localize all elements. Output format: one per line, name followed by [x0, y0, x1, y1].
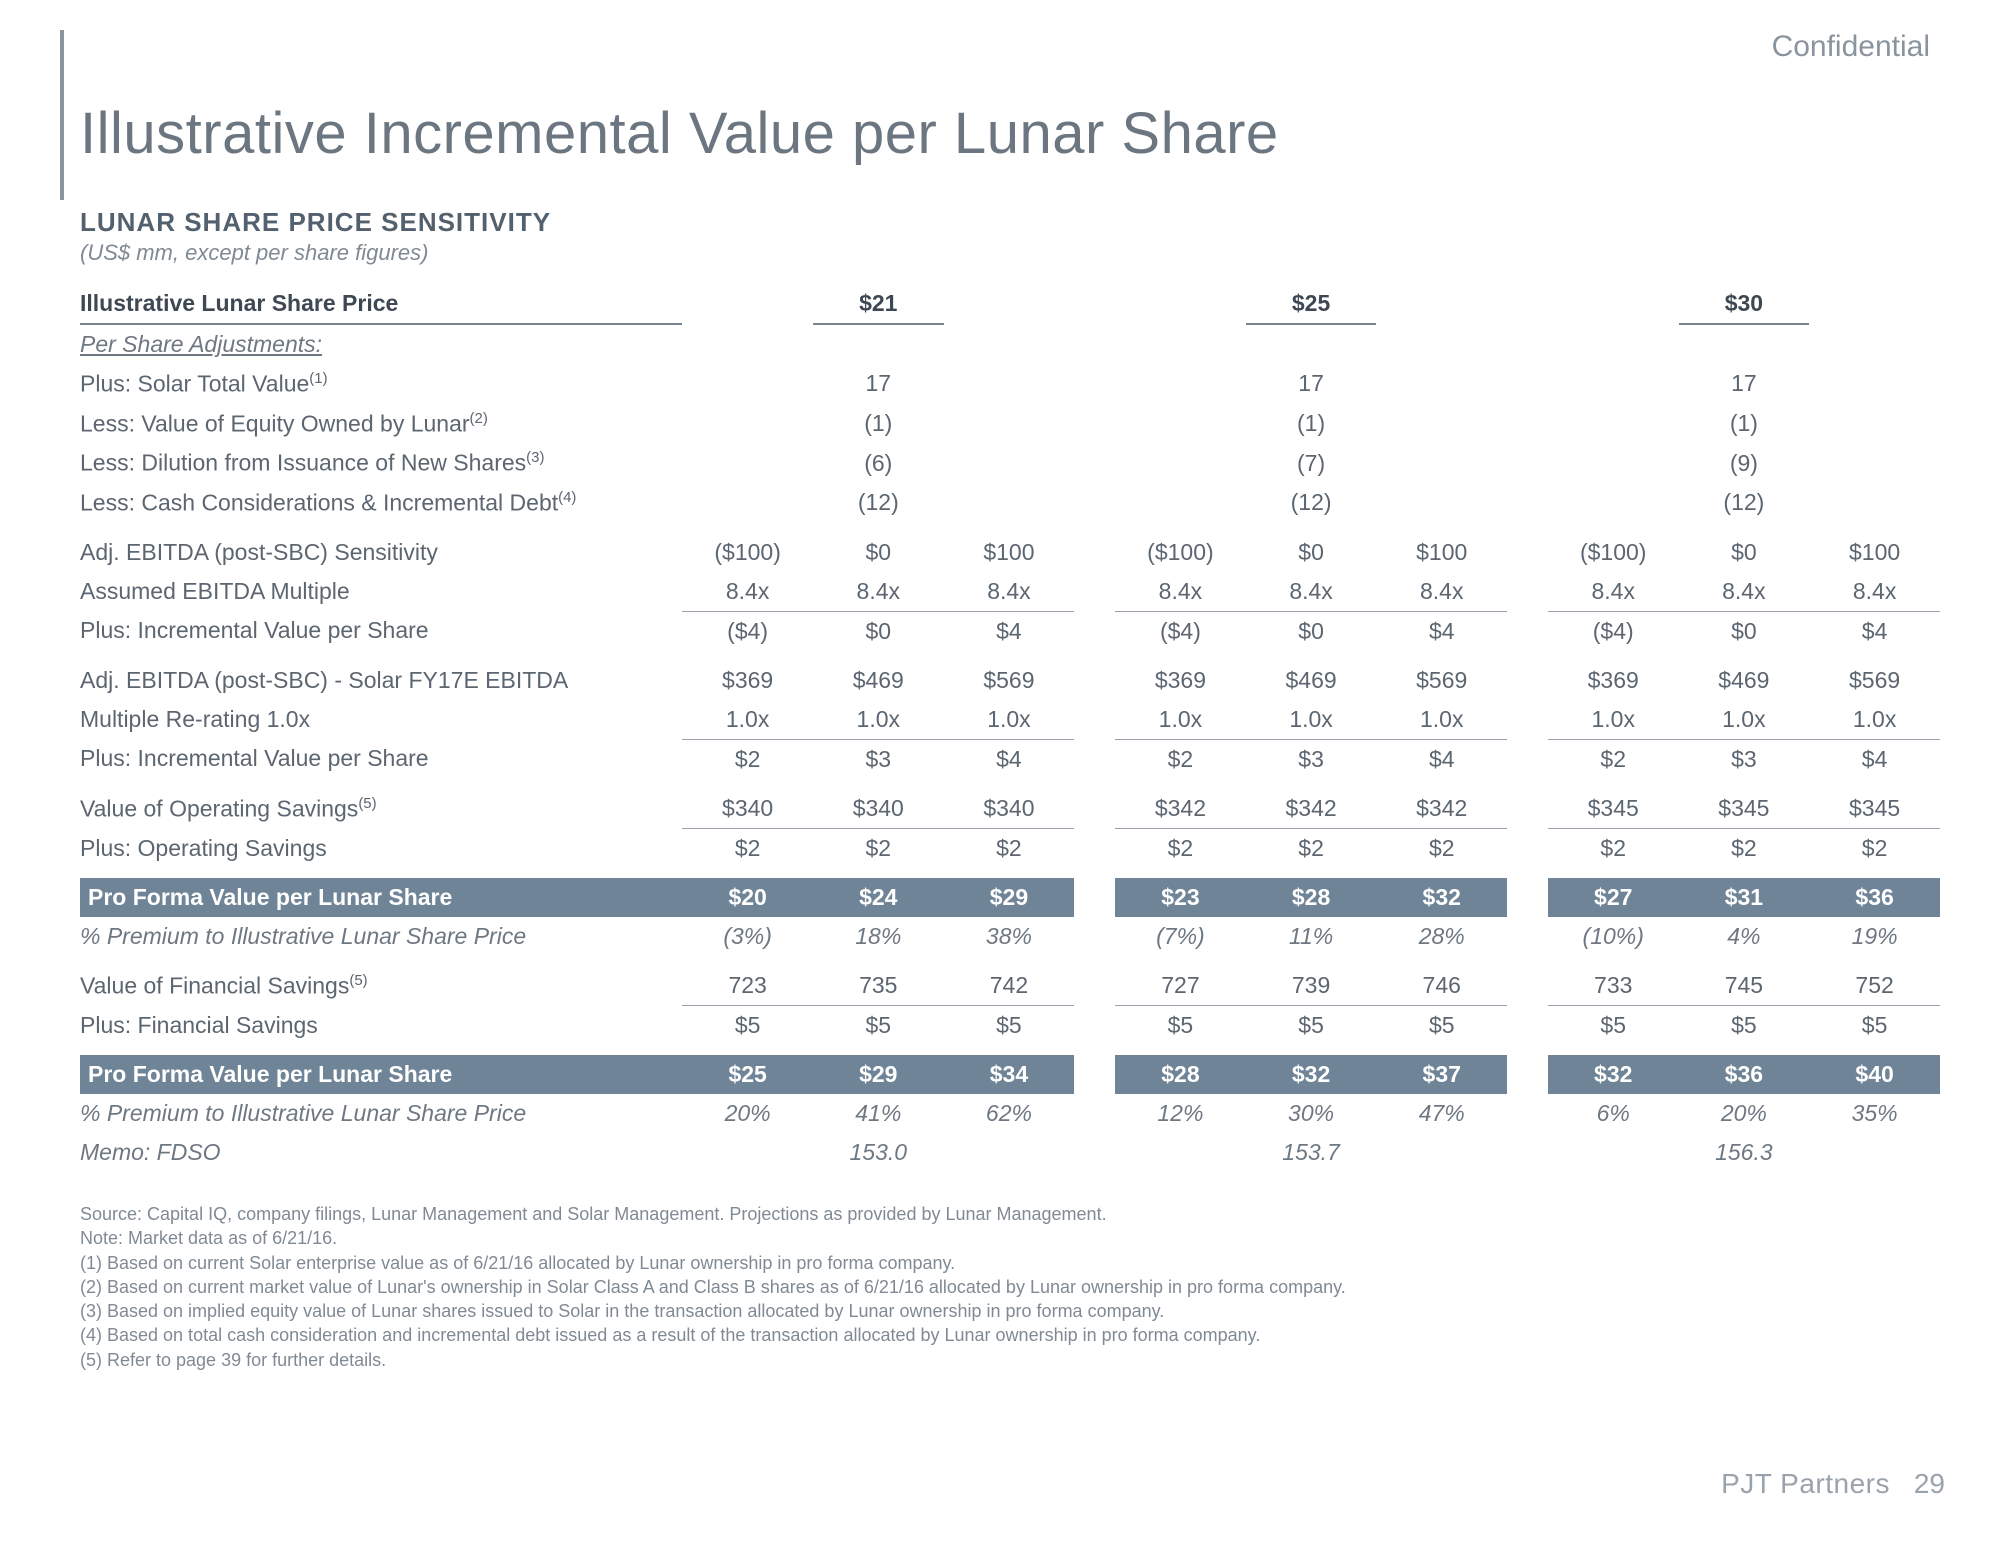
header-col: $30 — [1679, 284, 1810, 324]
footnote-line: (3) Based on implied equity value of Lun… — [80, 1299, 1940, 1323]
table-row: Plus: Financial Savings $5$5$5 $5$5$5 $5… — [80, 1005, 1940, 1045]
confidential-tag: Confidential — [1772, 30, 1930, 64]
header-col: $25 — [1246, 284, 1377, 324]
page-title: Illustrative Incremental Value per Lunar… — [80, 100, 1940, 167]
footnote-line: Source: Capital IQ, company filings, Lun… — [80, 1202, 1940, 1226]
footnote-line: (1) Based on current Solar enterprise va… — [80, 1251, 1940, 1275]
table-row: Less: Cash Considerations & Incremental … — [80, 483, 1940, 523]
table-row-proforma: Pro Forma Value per Lunar Share $20$24$2… — [80, 878, 1940, 917]
table-row: Assumed EBITDA Multiple 8.4x8.4x8.4x 8.4… — [80, 572, 1940, 612]
accent-rule — [60, 30, 64, 200]
table-row: Multiple Re-rating 1.0x 1.0x1.0x1.0x 1.0… — [80, 700, 1940, 740]
footnote-line: Note: Market data as of 6/21/16. — [80, 1226, 1940, 1250]
table-row: Adj. EBITDA (post-SBC) Sensitivity ($100… — [80, 533, 1940, 572]
header-col: $21 — [813, 284, 944, 324]
table-row-proforma: Pro Forma Value per Lunar Share $25$29$3… — [80, 1055, 1940, 1094]
table-row: Less: Dilution from Issuance of New Shar… — [80, 443, 1940, 483]
table-row: Adj. EBITDA (post-SBC) - Solar FY17E EBI… — [80, 661, 1940, 700]
footnote-line: (4) Based on total cash consideration an… — [80, 1323, 1940, 1347]
header-label: Illustrative Lunar Share Price — [80, 284, 682, 324]
table-row: Plus: Operating Savings $2$2$2 $2$2$2 $2… — [80, 828, 1940, 868]
footer-brand: PJT Partners — [1721, 1468, 1890, 1500]
footnotes: Source: Capital IQ, company filings, Lun… — [80, 1202, 1940, 1372]
table-row: Value of Operating Savings(5) $340$340$3… — [80, 789, 1940, 829]
table-row: Memo: FDSO 153.0 153.7 156.3 — [80, 1133, 1940, 1172]
footer-page-number: 29 — [1914, 1468, 1945, 1500]
table-header-row: Illustrative Lunar Share Price $21 $25 $… — [80, 284, 1940, 324]
table-row: % Premium to Illustrative Lunar Share Pr… — [80, 1094, 1940, 1133]
table-row: % Premium to Illustrative Lunar Share Pr… — [80, 917, 1940, 956]
table-row: Value of Financial Savings(5) 723735742 … — [80, 966, 1940, 1006]
table-row: Plus: Solar Total Value(1) 17 17 17 — [80, 364, 1940, 404]
table-row: Plus: Incremental Value per Share ($4)$0… — [80, 611, 1940, 651]
footnote-line: (5) Refer to page 39 for further details… — [80, 1348, 1940, 1372]
units-note: (US$ mm, except per share figures) — [80, 240, 1940, 266]
table-row: Less: Value of Equity Owned by Lunar(2) … — [80, 404, 1940, 444]
sensitivity-table: Illustrative Lunar Share Price $21 $25 $… — [80, 284, 1940, 1172]
table-row: Per Share Adjustments: — [80, 324, 1940, 364]
footnote-line: (2) Based on current market value of Lun… — [80, 1275, 1940, 1299]
section-heading: LUNAR SHARE PRICE SENSITIVITY — [80, 207, 1940, 238]
table-row: Plus: Incremental Value per Share $2$3$4… — [80, 739, 1940, 779]
